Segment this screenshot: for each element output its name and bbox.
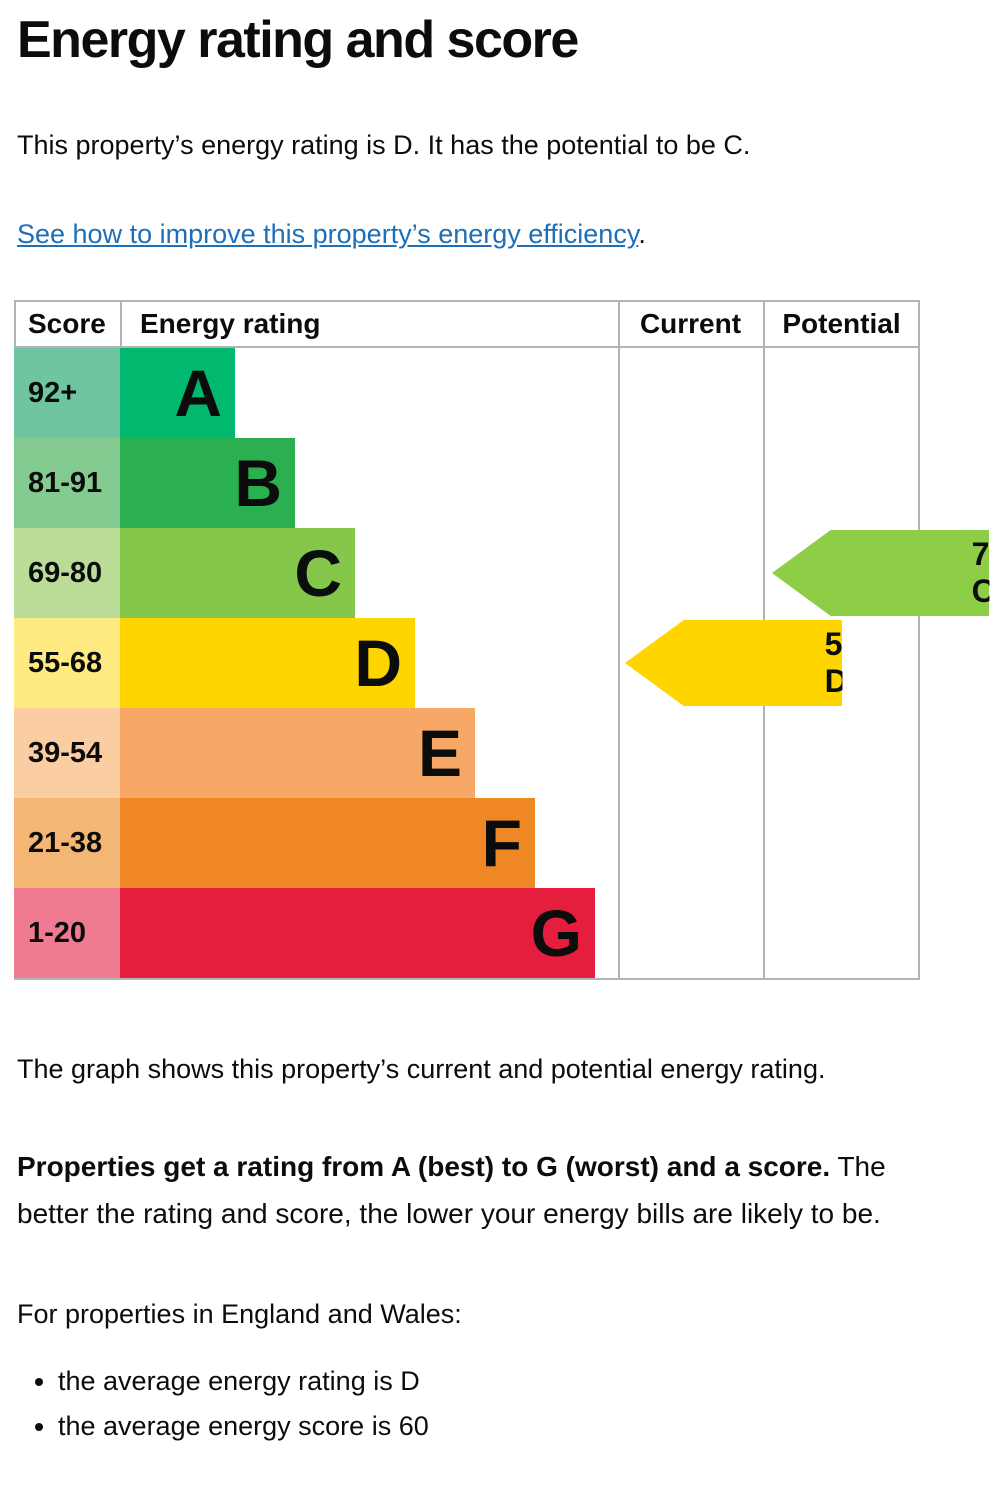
band-row-e: 39-54 E: [14, 708, 920, 798]
epc-rating-chart: Score Energy rating Current Potential 92…: [14, 300, 990, 980]
graph-caption: The graph shows this property’s current …: [17, 1054, 826, 1084]
band-bar-d: D: [120, 618, 415, 708]
band-bar-b: B: [120, 438, 295, 528]
band-bar-c: C: [120, 528, 355, 618]
improve-link-paragraph: See how to improve this property’s energ…: [17, 219, 1000, 250]
table-header-row: Score Energy rating Current Potential: [14, 302, 920, 346]
rating-explanation-bold: Properties get a rating from A (best) to…: [17, 1151, 831, 1182]
table-body: 92+ A 81-91 B 69-80 C 55-68 D 39-54 E 21…: [14, 348, 920, 978]
header-cell-potential: Potential: [782, 308, 901, 339]
band-bar-a: A: [120, 348, 235, 438]
link-period: .: [638, 219, 646, 249]
rating-explanation: Properties get a rating from A (best) to…: [17, 1143, 929, 1237]
header-divider-score: [120, 300, 122, 348]
averages-list: the average energy rating is D the avera…: [34, 1366, 1000, 1442]
band-row-d: 55-68 D: [14, 618, 920, 708]
list-item-average-rating: the average energy rating is D: [58, 1366, 1000, 1397]
list-item-average-score: the average energy score is 60: [58, 1411, 1000, 1442]
score-range-d: 55-68: [14, 618, 120, 708]
band-row-b: 81-91 B: [14, 438, 920, 528]
score-range-c: 69-80: [14, 528, 120, 618]
score-range-g: 1-20: [14, 888, 120, 978]
band-bar-e: E: [120, 708, 475, 798]
band-row-c: 69-80 C: [14, 528, 920, 618]
table-border-right: [918, 300, 920, 980]
column-divider-current: [618, 300, 620, 980]
table-border-bottom: [14, 978, 920, 980]
score-range-a: 92+: [14, 348, 120, 438]
header-cell-rating: Energy rating: [140, 308, 321, 339]
header-border-bottom: [14, 346, 920, 348]
region-heading: For properties in England and Wales:: [17, 1299, 462, 1329]
table-border-top: [14, 300, 920, 302]
band-bar-g: G: [120, 888, 595, 978]
band-row-g: 1-20 G: [14, 888, 920, 978]
rating-explanation-rest: The better the rating and score, the low…: [17, 1151, 886, 1229]
score-range-b: 81-91: [14, 438, 120, 528]
page-title: Energy rating and score: [17, 11, 579, 69]
rating-summary-text: This property’s energy rating is D. It h…: [17, 130, 751, 160]
header-cell-current: Current: [639, 308, 742, 339]
band-bar-f: F: [120, 798, 535, 888]
improve-efficiency-link[interactable]: See how to improve this property’s energ…: [17, 219, 639, 249]
header-cell-score: Score: [28, 308, 106, 339]
table-border-left: [14, 300, 16, 348]
band-row-a: 92+ A: [14, 348, 920, 438]
band-row-f: 21-38 F: [14, 798, 920, 888]
score-range-e: 39-54: [14, 708, 120, 798]
score-range-f: 21-38: [14, 798, 120, 888]
